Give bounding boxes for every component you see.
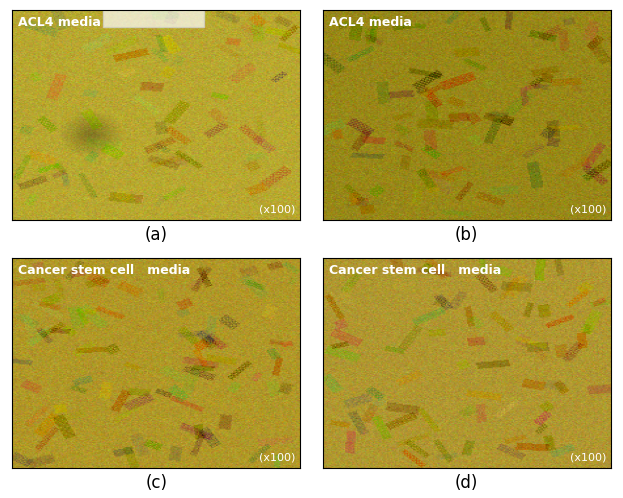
- FancyBboxPatch shape: [103, 9, 204, 27]
- Text: (x100): (x100): [569, 453, 606, 463]
- Text: (x100): (x100): [259, 453, 295, 463]
- X-axis label: (a): (a): [145, 226, 168, 244]
- Text: (x100): (x100): [569, 205, 606, 215]
- Text: Cancer stem cell   media: Cancer stem cell media: [18, 264, 191, 277]
- X-axis label: (b): (b): [455, 226, 478, 244]
- Text: ACL4 media: ACL4 media: [329, 16, 412, 29]
- X-axis label: (c): (c): [145, 474, 167, 492]
- Text: Cancer stem cell   media: Cancer stem cell media: [329, 264, 501, 277]
- Text: (x100): (x100): [259, 205, 295, 215]
- Text: ACL4 media: ACL4 media: [18, 16, 101, 29]
- X-axis label: (d): (d): [455, 474, 478, 492]
